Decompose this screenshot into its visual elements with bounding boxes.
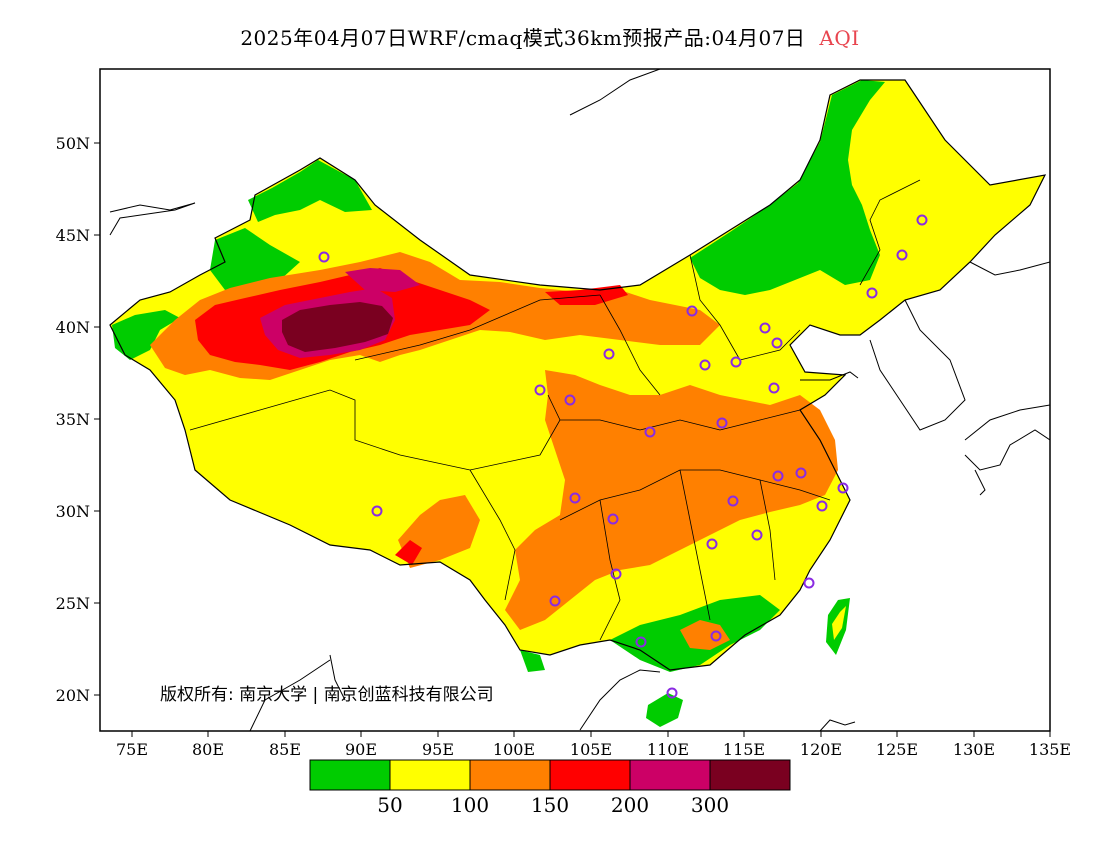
city-marker [564,394,576,406]
taiwan-moderate [832,606,846,640]
lat-label: 35N [56,410,90,429]
city-marker [534,384,546,396]
lat-label: 20N [56,686,90,705]
city-marker [603,348,615,360]
title-main: 2025年04月07日WRF/cmaq模式36km预报产品:04月07日 [240,26,806,50]
lon-label: 90E [345,740,377,759]
lat-label: 50N [56,134,90,153]
city-marker [751,529,763,541]
region-good-yunnan [520,650,545,672]
hainan-island [646,693,683,727]
city-marker [795,467,807,479]
region-unhealthy-hexi [545,285,628,305]
city-marker [768,382,780,394]
province-borders [189,179,921,641]
city-marker [730,356,742,368]
map-title: 2025年04月07日WRF/cmaq模式36km预报产品:04月07日 AQI [0,22,1100,51]
legend-swatch-sensitive [469,759,551,791]
city-marker [371,505,383,517]
city-marker [759,322,771,334]
city-marker [318,251,330,263]
legend-label: 150 [531,793,569,817]
city-marker [569,492,581,504]
city-marker [866,287,878,299]
copyright-org-university: 南京大学 [239,685,308,705]
city-marker [772,470,784,482]
city-marker [771,337,783,349]
map-frame [99,68,1051,732]
lon-label: 110E [647,740,689,759]
region-good-northeast [690,80,885,295]
city-marker [686,305,698,317]
region-sensitive-central [505,370,838,630]
region-hazardous [282,302,393,352]
city-marker [803,577,815,589]
copyright-notice: 版权所有: 南京大学 | 南京创蓝科技有限公司 [160,685,494,705]
lat-label: 45N [56,226,90,245]
lon-label: 115E [723,740,765,759]
city-marker [607,513,619,525]
title-variable: AQI [819,26,860,50]
city-marker [706,538,718,550]
legend-swatch-good [309,759,391,791]
city-marker [699,359,711,371]
legend-colorbar [309,759,791,791]
lon-label: 130E [953,740,995,759]
city-marker [816,500,828,512]
latitude-labels: 50N 45N 40N 35N 30N 25N 20N [56,134,90,705]
legend-swatch-unhealthy [549,759,631,791]
lon-label: 105E [570,740,612,759]
city-marker [610,568,622,580]
region-very-unhealthy-east [345,268,420,292]
tick-marks [94,142,1051,737]
lon-label: 75E [116,740,148,759]
legend-label: 50 [377,793,402,817]
legend-label: 100 [451,793,489,817]
lon-label: 95E [422,740,454,759]
copyright-label: 版权所有: [160,685,234,705]
legend-swatch-hazardous [709,759,791,791]
lon-label: 120E [800,740,842,759]
lon-label: 135E [1029,740,1071,759]
city-marker [837,482,849,494]
city-marker [716,417,728,429]
lon-label: 85E [269,740,301,759]
city-marker [635,636,647,648]
longitude-labels: 75E 80E 85E 90E 95E 100E 105E 110E 115E … [116,740,1071,759]
region-unhealthy-xizang [395,540,422,565]
lon-label: 100E [493,740,535,759]
region-good-kashgar [112,310,180,360]
legend-swatch-very-unhealthy [629,759,711,791]
china-border [109,79,1047,671]
lon-label: 125E [876,740,918,759]
neighbor-coastlines [109,69,1050,731]
city-marker [644,426,656,438]
legend-label: 300 [691,793,729,817]
city-marker [549,595,561,607]
city-marker [896,249,908,261]
legend-labels: 50 100 150 200 300 [377,793,729,817]
lon-label: 80E [192,740,224,759]
aqi-field [109,69,1050,731]
lat-label: 30N [56,502,90,521]
lat-label: 25N [56,594,90,613]
legend-label: 200 [611,793,649,817]
region-good-west [210,228,300,290]
region-sensitive-pearl [680,620,730,650]
legend-swatch-moderate [389,759,471,791]
city-marker [710,630,722,642]
lat-label: 40N [56,318,90,337]
city-marker [727,495,739,507]
city-markers [318,214,928,699]
region-good-northwest [248,160,372,222]
copyright-org-company: 南京创蓝科技有限公司 [323,685,494,705]
city-marker [916,214,928,226]
city-marker [666,687,678,699]
